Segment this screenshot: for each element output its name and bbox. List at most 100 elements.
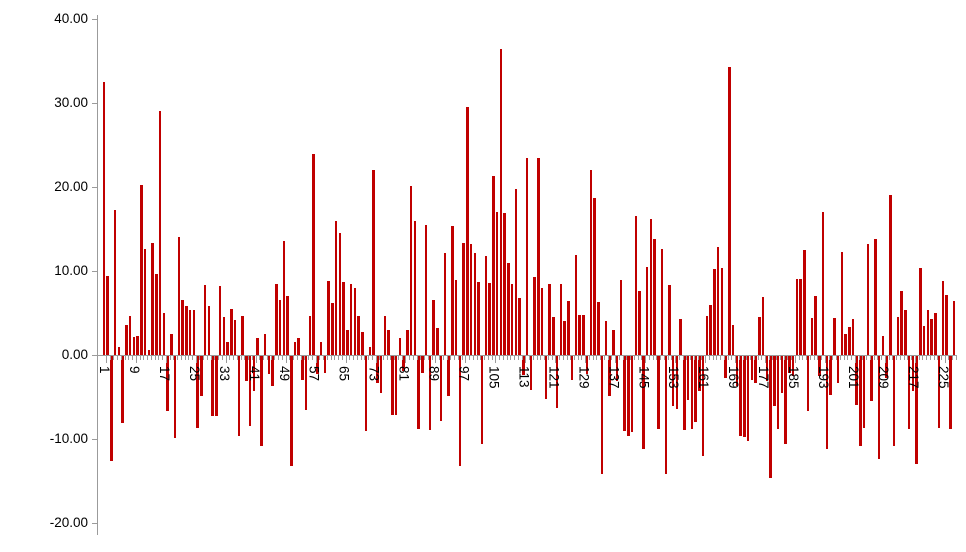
x-axis-minor-tick (169, 356, 171, 360)
bar (495, 212, 499, 355)
x-axis-minor-tick (177, 356, 179, 360)
bar (548, 283, 551, 355)
x-axis-tick-label: 161 (696, 366, 712, 389)
bar (207, 306, 211, 355)
x-axis-minor-tick (907, 356, 909, 360)
bar (574, 255, 578, 355)
x-axis-minor-tick (779, 356, 781, 360)
bar (113, 209, 117, 355)
bar (256, 338, 259, 355)
x-axis-minor-tick (896, 356, 898, 360)
x-axis-minor-tick (484, 356, 486, 360)
y-axis-tick-label: 0.00 (61, 347, 88, 362)
bar (937, 356, 941, 429)
x-axis-minor-tick (877, 356, 879, 360)
x-axis-minor-tick (330, 356, 332, 360)
bar (600, 356, 604, 475)
x-axis-major-tick (465, 356, 467, 363)
x-axis-minor-tick (270, 356, 272, 360)
bar (368, 346, 372, 355)
x-axis-minor-tick (869, 356, 871, 360)
x-axis-tick-label: 97 (456, 366, 472, 382)
bar (155, 273, 158, 355)
x-axis-minor-tick (547, 356, 549, 360)
x-axis-minor-tick (229, 356, 231, 360)
bar (222, 317, 226, 355)
x-axis-tick-label: 49 (276, 366, 292, 382)
bar (630, 356, 634, 432)
bar (312, 154, 315, 355)
x-axis-minor-tick (476, 356, 478, 360)
x-axis-minor-tick (192, 356, 193, 360)
x-axis-minor-tick (693, 356, 695, 360)
x-axis-minor-tick (787, 356, 789, 360)
bar (615, 356, 619, 382)
y-axis-tick-mark (91, 355, 97, 356)
bar (439, 356, 443, 421)
x-axis-minor-tick (836, 356, 838, 360)
x-axis-minor-tick (581, 356, 583, 360)
x-axis-major-tick (105, 356, 107, 363)
x-axis-minor-tick (656, 356, 658, 360)
x-axis-tick-label: 185 (786, 366, 802, 389)
bar (383, 316, 387, 355)
x-axis-tick-label: 153 (666, 366, 682, 389)
bar (671, 356, 675, 407)
bar (188, 310, 192, 355)
bar (394, 356, 398, 415)
bar (514, 188, 518, 355)
x-axis-minor-tick (390, 356, 392, 360)
x-axis-minor-tick (278, 356, 280, 360)
bar (525, 157, 529, 355)
x-axis-tick-label: 33 (216, 366, 232, 382)
bar (230, 308, 233, 355)
x-axis-major-tick (884, 356, 886, 363)
x-axis-minor-tick (738, 356, 740, 360)
x-axis-minor-tick (117, 356, 119, 360)
bar (215, 356, 218, 416)
x-axis-major-tick (255, 356, 257, 363)
bar (589, 170, 593, 355)
bar (555, 356, 559, 409)
x-axis-minor-tick (510, 356, 512, 360)
x-axis-major-tick (525, 356, 527, 363)
bar (544, 356, 548, 399)
x-axis-minor-tick (173, 356, 175, 360)
x-axis-minor-tick (622, 356, 624, 360)
x-axis-major-tick (285, 356, 287, 363)
bar (642, 356, 645, 450)
x-axis-minor-tick (757, 356, 759, 360)
x-axis-minor-tick (922, 356, 924, 360)
x-axis-minor-tick (379, 356, 381, 360)
bar (342, 281, 345, 355)
bar (930, 318, 933, 355)
bar (578, 314, 581, 355)
x-axis-minor-tick (821, 356, 823, 360)
x-axis-minor-tick (866, 356, 868, 360)
bar (619, 280, 623, 355)
y-axis-tick-label: -20.00 (49, 515, 88, 530)
x-axis-minor-tick (244, 356, 246, 360)
x-axis-major-tick (705, 356, 707, 363)
x-axis-minor-tick (221, 356, 223, 360)
bar (462, 243, 465, 355)
bar (260, 356, 263, 446)
bar (582, 314, 585, 355)
x-axis-minor-tick (746, 356, 748, 360)
bar (473, 252, 476, 355)
bar (203, 285, 207, 355)
bar (173, 356, 177, 439)
x-axis-minor-tick (143, 356, 145, 360)
bar (773, 356, 776, 407)
x-axis-minor-tick (338, 356, 340, 360)
x-axis-minor-tick (686, 356, 688, 360)
x-axis-minor-tick (199, 356, 201, 360)
bar (769, 356, 772, 478)
x-axis-major-tick (735, 356, 737, 363)
bar (795, 279, 799, 355)
x-axis-minor-tick (952, 356, 954, 360)
x-axis-minor-tick (386, 356, 388, 360)
bar (806, 356, 810, 412)
bar (245, 356, 248, 382)
x-axis-minor-tick (397, 356, 399, 360)
